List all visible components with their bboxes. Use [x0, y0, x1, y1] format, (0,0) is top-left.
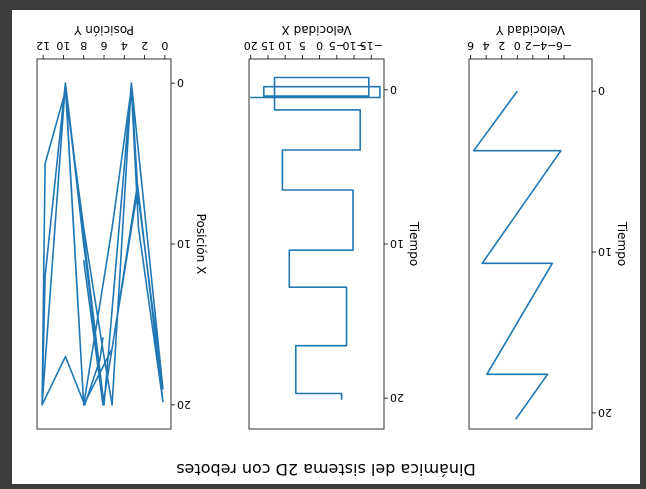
- series-line-velocidad-y: [472, 90, 562, 420]
- x-tick-label-velocidad-x: 15: [261, 39, 275, 52]
- y-tick-label-velocidad-x: 0: [390, 83, 397, 96]
- y-tick-label-velocidad-x: 10: [390, 237, 404, 250]
- x-tick-label-velocidad-y: 6: [467, 39, 474, 52]
- x-tick-label-trayectoria: 6: [101, 39, 108, 52]
- x-tick-label-velocidad-x: −10: [342, 39, 365, 52]
- plot-frame-velocidad-x: [248, 58, 385, 430]
- x-tick-label-velocidad-y: 2: [498, 39, 505, 52]
- x-tick-label-velocidad-x: 5: [299, 39, 306, 52]
- y-tick-label-trayectoria: 10: [177, 237, 191, 250]
- x-tick-label-velocidad-y: −2: [525, 39, 541, 52]
- figure: Dinámica del sistema 2D con rebotes −6−4…: [36, 23, 629, 479]
- x-tick-label-velocidad-x: −15: [360, 39, 383, 52]
- figure-suptitle: Dinámica del sistema 2D con rebotes: [176, 460, 476, 479]
- series-line-velocidad-x: [250, 76, 381, 400]
- y-axis-label-velocidad-y: Tiempo: [615, 221, 629, 266]
- y-tick-label-velocidad-x: 20: [390, 391, 404, 404]
- x-tick-label-trayectoria: 2: [141, 39, 148, 52]
- y-tick-label-trayectoria: 20: [177, 398, 191, 411]
- y-axis-label-velocidad-x: Tiempo: [407, 221, 421, 266]
- y-tick-label-velocidad-y: 0: [598, 84, 605, 97]
- x-tick-label-velocidad-x: −5: [329, 39, 345, 52]
- x-axis-label-velocidad-y: Velocidad Y: [495, 23, 565, 37]
- x-tick-label-velocidad-x: 20: [244, 39, 258, 52]
- x-tick-label-velocidad-y: −6: [556, 39, 572, 52]
- plot-frame-velocidad-y: [468, 58, 593, 430]
- x-axis-label-velocidad-x: Velocidad X: [282, 23, 352, 37]
- x-axis-label-trayectoria: Posición Y: [73, 23, 133, 37]
- x-tick-label-velocidad-x: 10: [278, 39, 292, 52]
- x-tick-label-trayectoria: 10: [56, 39, 70, 52]
- x-tick-label-velocidad-x: 0: [316, 39, 323, 52]
- y-axis-label-trayectoria: Posición X: [194, 214, 208, 275]
- figure-canvas: Dinámica del sistema 2D con rebotes −6 −4…: [12, 10, 640, 484]
- x-tick-label-velocidad-y: −4: [540, 39, 556, 52]
- x-tick-label-trayectoria: 12: [36, 39, 50, 52]
- series-line-trayectoria: [41, 82, 164, 406]
- x-tick-label-velocidad-y: 4: [483, 39, 490, 52]
- y-tick-label-trayectoria: 0: [177, 76, 184, 89]
- y-tick-label-velocidad-y: 10: [598, 245, 612, 258]
- plot-frame-trayectoria: [36, 58, 172, 430]
- x-tick-label-trayectoria: 4: [121, 39, 128, 52]
- x-tick-label-velocidad-y: 0: [514, 39, 521, 52]
- x-tick-label-trayectoria: 0: [161, 39, 168, 52]
- x-tick-label-trayectoria: 8: [80, 39, 87, 52]
- y-tick-label-velocidad-y: 20: [598, 406, 612, 419]
